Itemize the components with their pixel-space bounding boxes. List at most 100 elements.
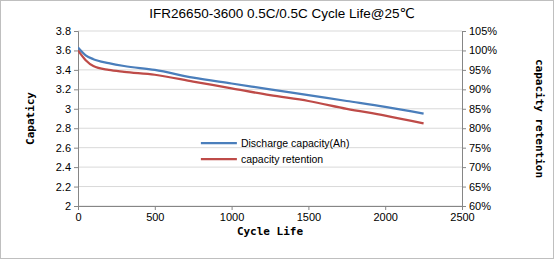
tick-label: 0	[75, 211, 81, 223]
y-axis-title: Capaticy	[24, 92, 37, 145]
tick-mark	[462, 31, 466, 32]
tick-label: 2	[65, 200, 71, 212]
grid-line	[78, 167, 462, 168]
axis-line	[79, 207, 463, 211]
tick: 100%	[462, 44, 497, 56]
tick-mark	[74, 128, 78, 129]
y-axis: 2 2.2 2.4 2.6 2.8 3 3.2 3.4 3.6 3.8	[56, 25, 79, 212]
tick-mark	[462, 109, 466, 110]
tick-mark	[385, 206, 386, 210]
series-line	[78, 50, 424, 123]
tick-label: 500	[146, 211, 164, 223]
tick: 2000	[373, 206, 397, 223]
tick-mark	[462, 206, 466, 207]
tick: 1500	[297, 206, 321, 223]
tick-label: 2.2	[56, 181, 71, 193]
tick-mark	[74, 70, 78, 71]
tick-label: 1500	[297, 211, 321, 223]
tick: 85%	[462, 103, 491, 115]
tick-label: 3.2	[56, 83, 71, 95]
tick: 90%	[462, 83, 491, 95]
tick: 2.6	[56, 142, 78, 154]
tick-mark	[74, 109, 78, 110]
tick: 3.6	[56, 44, 78, 56]
legend-label: Discharge capacity(Ah)	[241, 137, 350, 149]
tick-mark	[462, 128, 466, 129]
y2-axis: 60% 65% 70% 75% 80% 85% 90% 95% 100% 105%	[462, 25, 497, 212]
tick-label: 3.4	[56, 64, 71, 76]
legend-item: capacity retention	[201, 153, 323, 165]
tick-mark	[462, 50, 466, 51]
tick: 2	[65, 200, 78, 212]
tick: 500	[146, 206, 164, 223]
tick-mark	[74, 167, 78, 168]
tick-mark	[462, 70, 466, 71]
tick-label: 3	[65, 103, 71, 115]
grid-line	[78, 186, 462, 187]
legend-item: Discharge capacity(Ah)	[201, 137, 350, 149]
tick: 3.4	[56, 64, 78, 76]
tick: 60%	[462, 200, 491, 212]
tick-mark	[74, 187, 78, 188]
tick-label: 2.6	[56, 142, 71, 154]
tick-label: 3.8	[56, 25, 71, 37]
tick: 2.4	[56, 161, 78, 173]
legend-swatch	[201, 158, 237, 160]
tick: 0	[75, 206, 81, 223]
grid-line	[78, 50, 462, 51]
chart-border	[1, 1, 554, 259]
plot: 0 500 1000 1500 2000 2500 2 2.2 2.4 2.6 2.8 3 3.2 3.4…	[56, 25, 498, 223]
grid-line	[78, 128, 462, 129]
tick: 80%	[462, 122, 491, 134]
tick-label: 65%	[469, 181, 491, 193]
tick: 70%	[462, 161, 491, 173]
x-axis: 0 500 1000 1500 2000 2500	[75, 206, 474, 223]
legend-label: capacity retention	[241, 153, 323, 165]
tick: 105%	[462, 25, 497, 37]
tick-label: 100%	[469, 44, 497, 56]
series-group	[78, 48, 424, 124]
tick-label: 90%	[469, 83, 491, 95]
tick: 1000	[220, 206, 244, 223]
legend: Discharge capacity(Ah) capacity retention	[201, 137, 350, 165]
tick-mark	[155, 206, 156, 210]
tick-label: 60%	[469, 200, 491, 212]
tick-label: 2000	[373, 211, 397, 223]
y2-axis-title: capacity retention	[533, 59, 546, 178]
tick-label: 70%	[469, 161, 491, 173]
tick-mark	[74, 148, 78, 149]
tick: 3.8	[56, 25, 78, 37]
tick-mark	[74, 31, 78, 32]
tick-label: 1000	[220, 211, 244, 223]
grid-line	[78, 69, 462, 70]
tick-mark	[74, 89, 78, 90]
tick-label: 2500	[450, 211, 474, 223]
tick: 75%	[462, 142, 491, 154]
tick-mark	[232, 206, 233, 210]
tick: 3	[65, 103, 78, 115]
tick-label: 80%	[469, 122, 491, 134]
tick-label: 3.6	[56, 44, 71, 56]
tick-label: 95%	[469, 64, 491, 76]
tick: 2.2	[56, 181, 78, 193]
tick: 2.8	[56, 122, 78, 134]
tick-label: 105%	[469, 25, 497, 37]
tick: 95%	[462, 64, 491, 76]
tick-mark	[462, 167, 466, 168]
title: IFR26650-3600 0.5C/0.5C Cycle Life@25℃	[149, 6, 414, 21]
grid	[78, 31, 462, 206]
tick-mark	[462, 89, 466, 90]
axis-line	[463, 32, 467, 207]
chart: 0 500 1000 1500 2000 2500 2 2.2 2.4 2.6 2.8 3 3.2 3.4…	[0, 0, 554, 259]
tick: 3.2	[56, 83, 78, 95]
tick-mark	[74, 50, 78, 51]
axis-line	[74, 32, 79, 207]
tick-label: 75%	[469, 142, 491, 154]
tick-mark	[74, 206, 78, 207]
tick-mark	[462, 148, 466, 149]
tick: 65%	[462, 181, 491, 193]
tick-label: 2.8	[56, 122, 71, 134]
grid-line	[78, 31, 462, 32]
x-axis-title: Cycle Life	[237, 225, 304, 238]
legend-swatch	[201, 142, 237, 144]
